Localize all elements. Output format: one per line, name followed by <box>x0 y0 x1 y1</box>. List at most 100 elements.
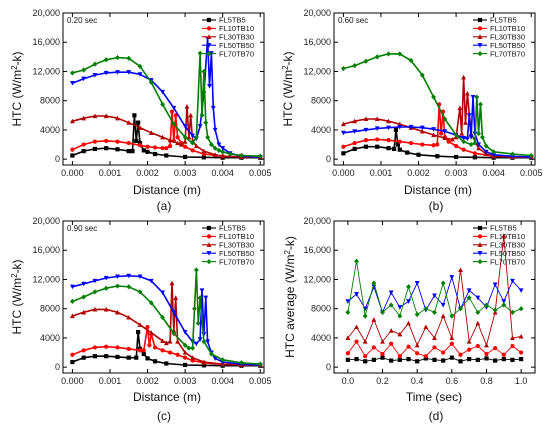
data-point <box>126 55 132 61</box>
data-point <box>212 152 218 157</box>
data-point <box>137 72 143 77</box>
x-tick-label: 0.004 <box>211 168 234 178</box>
data-point <box>147 343 152 348</box>
data-point <box>134 355 139 360</box>
legend-label: FL50TB50 <box>219 41 254 50</box>
data-point <box>167 350 173 355</box>
data-point <box>397 354 402 359</box>
data-point <box>352 140 357 146</box>
data-point <box>104 354 109 359</box>
data-point <box>510 357 515 362</box>
data-point <box>126 120 132 125</box>
data-point <box>354 291 359 297</box>
y-tick-label: 20,000 <box>32 8 60 18</box>
data-point <box>188 112 194 118</box>
data-point <box>442 135 448 141</box>
data-point <box>453 132 459 138</box>
x-tick-label: 0.004 <box>211 376 234 386</box>
data-point <box>423 354 428 359</box>
data-point <box>197 337 203 342</box>
axis-ticks: 0 4000 8000 12,000 16,000 20,000 0.0 0.2 0.4 0.6 0… <box>303 216 535 386</box>
data-point <box>375 144 380 149</box>
data-point <box>137 143 143 148</box>
legend-marker <box>206 251 212 256</box>
x-tick-label: 0.005 <box>520 168 543 178</box>
data-point <box>461 139 467 145</box>
data-point <box>209 351 214 357</box>
data-point <box>491 152 497 158</box>
data-point <box>92 354 98 359</box>
series-FL30TB30 <box>69 104 263 160</box>
series-group <box>69 267 263 368</box>
x-tick-label: 0.8 <box>480 376 493 386</box>
data-point <box>92 306 98 312</box>
data-point <box>449 355 454 360</box>
data-point <box>432 293 437 299</box>
data-point <box>406 357 411 362</box>
series-FL30TB30 <box>345 233 524 348</box>
y-tick-label: 0 <box>55 362 60 372</box>
data-point <box>501 302 507 308</box>
data-point <box>518 306 524 312</box>
data-point <box>134 138 139 143</box>
x-tick-label: 0.6 <box>446 376 459 386</box>
data-point <box>484 356 489 361</box>
data-point <box>160 146 165 151</box>
series-line <box>343 96 532 158</box>
data-point <box>175 135 180 140</box>
data-point <box>380 339 385 344</box>
axis-ticks: 0 4000 8000 12,000 16,000 20,000 0.000 0.001 0.0… <box>303 8 542 178</box>
data-point <box>69 81 75 86</box>
data-point <box>201 359 207 365</box>
data-point <box>432 335 437 341</box>
x-tick-label: 0.005 <box>249 376 272 386</box>
data-point <box>386 125 391 131</box>
x-tick-label: 0.002 <box>136 376 159 386</box>
data-point <box>449 335 455 341</box>
data-point <box>352 129 358 134</box>
x-tick-label: 0.001 <box>370 168 393 178</box>
data-point <box>484 351 489 357</box>
x-tick-label: 0.0 <box>342 376 355 386</box>
x-tick-label: 0.003 <box>174 168 197 178</box>
data-point <box>193 134 199 140</box>
data-point <box>164 361 169 366</box>
y-tick-label: 0 <box>326 362 331 372</box>
data-point <box>371 345 376 350</box>
series-FL30TB30 <box>69 280 263 368</box>
legend-label: FL50TB50 <box>490 249 525 258</box>
series-FL5TB5 <box>345 355 524 364</box>
data-point <box>449 275 455 280</box>
data-point <box>137 274 143 280</box>
data-point <box>175 339 180 344</box>
legend-marker <box>477 225 483 231</box>
data-point <box>340 121 346 127</box>
data-point <box>467 347 472 352</box>
series-FL70TB70 <box>345 258 524 319</box>
data-point <box>414 311 420 318</box>
data-point <box>374 54 380 60</box>
data-point <box>216 147 222 153</box>
legend-label: FL30TB30 <box>219 33 254 42</box>
data-point <box>145 149 150 154</box>
panel-caption: (c) <box>157 409 171 423</box>
data-point <box>182 124 188 129</box>
data-point <box>363 58 369 64</box>
data-point <box>416 152 421 157</box>
data-point <box>160 101 165 107</box>
data-point <box>492 282 498 288</box>
data-point <box>115 283 120 289</box>
data-point <box>459 131 465 136</box>
data-point <box>132 113 137 118</box>
legend-label: FL70TB70 <box>490 257 525 266</box>
legend-marker <box>206 43 212 48</box>
data-point <box>340 65 346 72</box>
data-point <box>126 149 131 154</box>
data-point <box>160 89 165 95</box>
data-point <box>169 109 175 114</box>
data-point <box>389 358 394 363</box>
legend-label: FL30TB30 <box>219 241 254 250</box>
data-point <box>182 342 188 348</box>
data-point <box>70 359 75 365</box>
y-tick-label: 12,000 <box>303 66 331 76</box>
